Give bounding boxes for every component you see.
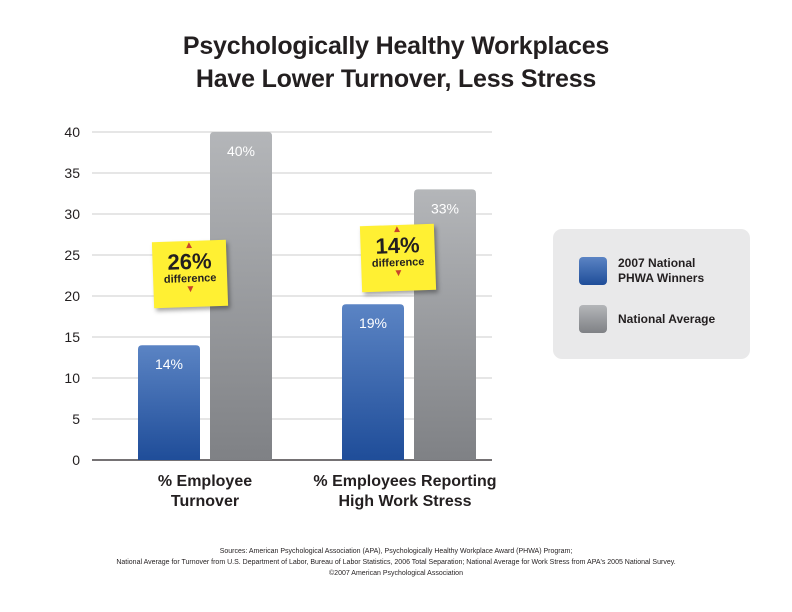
bar xyxy=(342,304,404,460)
footer-sources: Sources: American Psychological Associat… xyxy=(219,548,573,555)
bar xyxy=(210,132,272,460)
bar-value-label: 14% xyxy=(155,356,183,372)
bar xyxy=(138,345,200,460)
difference-value: 26% xyxy=(167,248,213,275)
bar-value-label: 33% xyxy=(431,200,459,216)
legend-swatch xyxy=(579,305,607,333)
legend-item-phwa-winners: 2007 National PHWA Winners xyxy=(579,256,704,286)
legend-swatch xyxy=(579,257,607,285)
legend-item-national-average: National Average xyxy=(579,305,715,333)
legend-label: 2007 National PHWA Winners xyxy=(618,256,705,285)
bar-labels: 14% 40% 19% 33% xyxy=(155,143,459,372)
footer-copyright: ©2007 American Psychological Association xyxy=(329,570,463,577)
y-tick-label: 40 xyxy=(64,124,80,140)
legend: 2007 National PHWA Winners National Aver… xyxy=(553,229,750,359)
y-tick-label: 20 xyxy=(64,288,80,304)
difference-value: 14% xyxy=(375,232,421,259)
y-tick-label: 10 xyxy=(64,370,80,386)
chart-title-line-1: Psychologically Healthy Workplaces xyxy=(182,32,610,60)
chart-title-line-2: Have Lower Turnover, Less Stress xyxy=(195,65,597,93)
difference-note-turnover: ▲ 26% difference ▼ xyxy=(151,239,229,309)
category-label-turnover: % Employee Turnover xyxy=(157,473,253,510)
chart-title: Psychologically Healthy Workplaces Have … xyxy=(0,30,792,96)
difference-note-stress: ▲ 14% difference ▼ xyxy=(359,223,437,293)
y-tick-label: 15 xyxy=(64,329,80,345)
y-axis-ticks: 0 5 10 15 20 25 30 35 40 xyxy=(64,124,80,468)
footer-national-average: National Average for Turnover from U.S. … xyxy=(116,559,676,566)
legend-label: National Average xyxy=(618,311,716,326)
bar-value-label: 40% xyxy=(227,143,255,159)
y-tick-label: 30 xyxy=(64,206,80,222)
category-label-stress: % Employees Reporting High Work Stress xyxy=(313,473,497,510)
bar-value-label: 19% xyxy=(359,315,387,331)
y-tick-label: 0 xyxy=(72,452,80,468)
y-tick-label: 35 xyxy=(64,165,80,181)
y-tick-label: 25 xyxy=(64,247,80,263)
y-tick-label: 5 xyxy=(72,411,80,427)
footer: Sources: American Psychological Associat… xyxy=(0,546,792,579)
